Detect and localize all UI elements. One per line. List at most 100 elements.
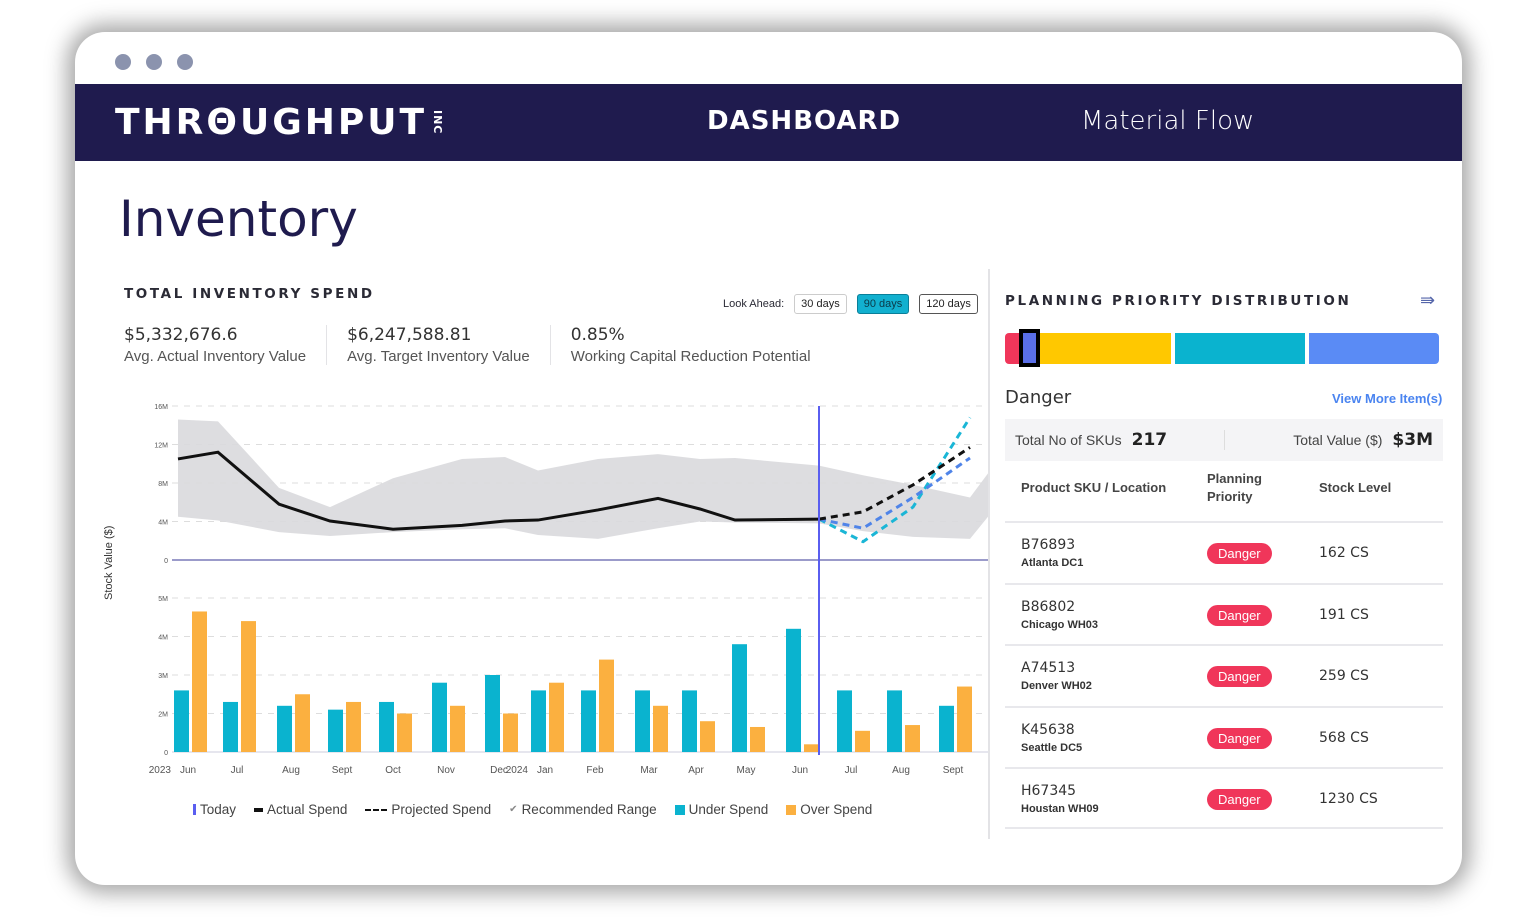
under-spend-bar [432, 682, 447, 752]
app-window: THRΘUGHPUT INC DASHBOARD Material Flow I… [75, 32, 1462, 885]
stat-value: $6,247,588.81 [347, 325, 472, 345]
y-axis-label: Stock Value ($) [103, 525, 115, 600]
legend-over-spend[interactable]: Over Spend [786, 802, 872, 817]
legend-label: Over Spend [800, 802, 873, 817]
x-tick-label: Sept [332, 765, 353, 776]
under-spend-bar [635, 690, 650, 752]
under-spend-bar [223, 701, 238, 752]
checkbox-icon [674, 804, 685, 815]
legend-label: Actual Spend [267, 802, 348, 817]
legend-today[interactable]: Today [193, 802, 236, 817]
priority-segment[interactable] [1005, 333, 1020, 364]
check-icon: ✔ [509, 804, 518, 815]
checkbox-icon [786, 804, 797, 815]
y-tick-label: 0 [164, 558, 168, 565]
sku-location: Houstan WH09 [1021, 803, 1099, 815]
priority-segment[interactable] [1308, 333, 1439, 364]
y-tick-label: 2M [158, 712, 168, 719]
total-skus-value: 217 [1131, 430, 1168, 450]
sku-location: Seattle DC5 [1021, 741, 1083, 754]
expand-arrow-icon[interactable]: ⇛ [1420, 290, 1436, 310]
over-spend-bar [700, 721, 715, 752]
nav-material-flow[interactable]: Material Flow [1081, 106, 1255, 136]
sku-id: K45638 [1021, 721, 1075, 738]
under-spend-bar [581, 690, 596, 752]
sku-id: B76893 [1021, 537, 1076, 553]
legend-label: Recommended Range [521, 802, 657, 817]
selected-priority-title: Danger [1005, 387, 1072, 408]
under-spend-bar [837, 690, 852, 752]
priority-segment[interactable] [1023, 333, 1171, 364]
priority-summary: Total No of SKUs 217 Total Value ($) $3M [1005, 419, 1443, 461]
throughput-logo[interactable]: THRΘUGHPUT INC [115, 102, 444, 143]
x-year-label: 2024 [506, 765, 529, 776]
look-ahead-120-days[interactable]: 120 days [919, 294, 978, 314]
stat-label: Avg. Target Inventory Value [347, 348, 530, 365]
table-row[interactable]: B76893 Atlanta DC1 Danger 162 CS [1005, 521, 1443, 583]
over-spend-bar [653, 705, 668, 752]
legend-label: Projected Spend [391, 802, 492, 817]
legend-projected-spend[interactable]: Projected Spend [365, 802, 491, 817]
stat-label: Avg. Actual Inventory Value [124, 348, 307, 365]
y-tick-label: 3M [158, 673, 168, 680]
stock-level: 259 CS [1319, 668, 1369, 684]
x-tick-label: Sept [943, 765, 964, 776]
planning-priority-title: PLANNING PRIORITY DISTRIBUTION [1005, 293, 1352, 309]
x-tick-label: Jan [537, 765, 553, 776]
under-spend-bar [379, 701, 394, 752]
column-header[interactable]: Stock Level [1319, 480, 1392, 495]
y-tick-label: 5M [158, 596, 168, 603]
table-row[interactable]: B86802 Chicago WH03 Danger 191 CS [1005, 582, 1443, 645]
column-header[interactable]: Product SKU / Location [1021, 480, 1167, 495]
stat-value: $5,332,676.6 [124, 325, 238, 345]
total-value-label: Total Value ($) [1293, 432, 1383, 448]
look-ahead-label: Look Ahead: [723, 298, 785, 310]
priority-segment[interactable] [1174, 333, 1305, 364]
priority-badge: Danger [1207, 666, 1272, 687]
over-spend-bar [241, 621, 256, 752]
legend-recommended-range[interactable]: ✔ Recommended Range [509, 802, 656, 817]
column-header[interactable]: Planning Priority [1207, 471, 1262, 504]
spend-stats: $5,332,676.6 Avg. Actual Inventory Value… [124, 325, 851, 365]
top-nav: THRΘUGHPUT INC DASHBOARD Material Flow [75, 84, 1462, 161]
x-tick-label: Aug [282, 765, 300, 776]
window-dot[interactable] [146, 54, 162, 70]
sku-id: H67345 [1021, 783, 1077, 799]
look-ahead-90-days[interactable]: 90 days [856, 294, 910, 314]
total-skus: Total No of SKUs 217 [1005, 430, 1224, 450]
over-spend-bar [397, 713, 412, 752]
under-spend-bar [732, 644, 747, 752]
legend-under-spend[interactable]: Under Spend [674, 802, 768, 817]
look-ahead-30-days[interactable]: 30 days [794, 294, 847, 314]
over-spend-bar [192, 611, 207, 752]
stock-level: 1230 CS [1319, 791, 1378, 807]
total-value: Total Value ($) $3M [1223, 430, 1444, 450]
over-spend-bar [450, 705, 465, 752]
stock-level: 568 CS [1319, 729, 1369, 746]
under-spend-bar [887, 690, 902, 752]
page-title: Inventory [119, 190, 358, 248]
table-row[interactable]: K45638 Seattle DC5 Danger 568 CS [1005, 705, 1443, 768]
window-dot[interactable] [115, 54, 131, 70]
under-spend-bar [939, 705, 954, 752]
over-spend-bar [549, 682, 564, 752]
view-more-link[interactable]: View More Item(s) [1332, 391, 1443, 406]
table-row[interactable]: H67345 Houstan WH09 Danger 1230 CS [1005, 767, 1443, 829]
panel-divider [988, 269, 990, 839]
window-controls [115, 54, 193, 70]
window-dot[interactable] [177, 54, 193, 70]
table-row[interactable]: A74513 Denver WH02 Danger 259 CS [1005, 644, 1443, 706]
nav-dashboard[interactable]: DASHBOARD [707, 106, 902, 136]
stock-level: 162 CS [1319, 545, 1369, 561]
over-spend-bar [804, 744, 819, 752]
legend-actual-spend[interactable]: Actual Spend [254, 802, 347, 817]
x-tick-label: Jul [845, 765, 858, 776]
sku-table: B76893 Atlanta DC1 Danger 162 CS B86802 C… [1005, 521, 1443, 829]
x-tick-label: Jun [180, 765, 196, 776]
priority-selection-marker[interactable] [1019, 329, 1040, 367]
priority-distribution-bar [1005, 333, 1443, 364]
sku-id: B86802 [1021, 598, 1076, 615]
y-tick-label: 4M [158, 635, 168, 642]
stat-target: $6,247,588.81 Avg. Target Inventory Valu… [347, 325, 551, 365]
x-tick-label: Oct [385, 765, 401, 776]
